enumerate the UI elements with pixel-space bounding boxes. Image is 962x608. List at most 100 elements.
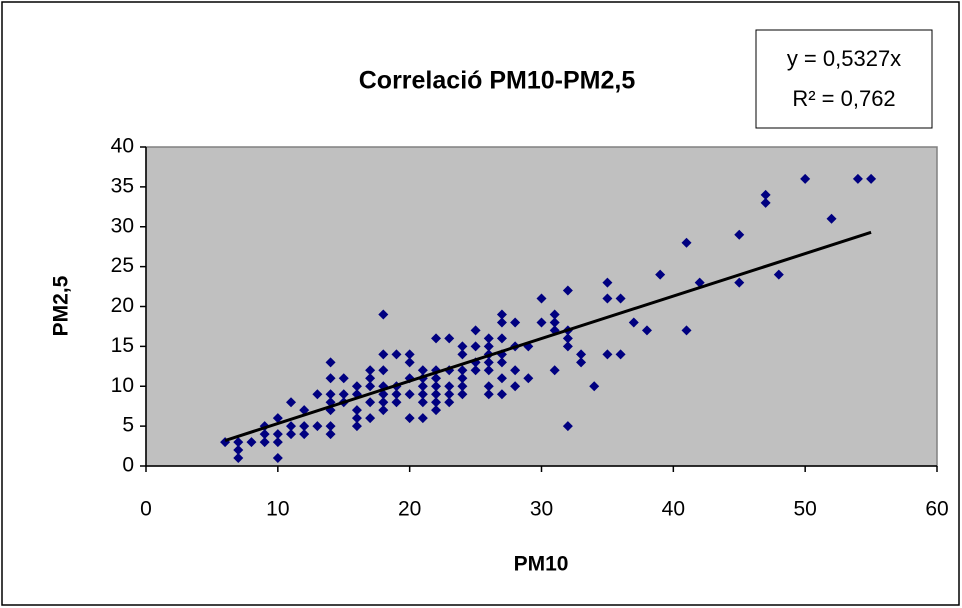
data-point: [444, 381, 455, 392]
data-point: [496, 373, 507, 384]
trendline: [224, 230, 872, 442]
data-point: [562, 285, 573, 296]
data-point: [734, 277, 745, 288]
data-point: [259, 429, 270, 440]
y-tick-label: 5: [122, 414, 134, 437]
data-point: [852, 173, 863, 184]
data-point: [602, 293, 613, 304]
data-point: [417, 381, 428, 392]
data-point: [325, 389, 336, 400]
data-point: [483, 357, 494, 368]
chart-title: Correlació PM10-PM2,5: [359, 67, 636, 95]
x-tick-label: 60: [925, 498, 948, 521]
data-point: [470, 341, 481, 352]
x-tick-label: 10: [266, 498, 289, 521]
data-point: [286, 429, 297, 440]
data-point: [576, 357, 587, 368]
x-tick-label: 50: [793, 498, 816, 521]
data-point: [549, 317, 560, 328]
data-point: [562, 421, 573, 432]
data-point: [299, 421, 310, 432]
x-tick-label: 30: [530, 498, 553, 521]
data-point: [286, 397, 297, 408]
data-point: [404, 413, 415, 424]
data-point: [325, 373, 336, 384]
data-point: [431, 381, 442, 392]
data-point: [272, 413, 283, 424]
data-point: [378, 309, 389, 320]
data-point: [549, 365, 560, 376]
x-axis-title: PM10: [514, 553, 569, 576]
data-point: [365, 381, 376, 392]
data-point: [470, 365, 481, 376]
data-point: [404, 389, 415, 400]
data-point: [562, 333, 573, 344]
data-point: [496, 389, 507, 400]
data-point: [694, 277, 705, 288]
data-point: [233, 437, 244, 448]
x-tick-label: 20: [398, 498, 421, 521]
data-point: [615, 349, 626, 360]
data-point: [628, 317, 639, 328]
equation-box: [755, 29, 933, 129]
data-point: [378, 405, 389, 416]
data-point: [391, 349, 402, 360]
data-point: [470, 325, 481, 336]
y-tick-label: 35: [111, 174, 134, 197]
y-tick-label: 30: [111, 214, 134, 237]
y-tick-label: 25: [111, 254, 134, 277]
data-point: [457, 365, 468, 376]
data-point: [496, 309, 507, 320]
data-point: [365, 365, 376, 376]
y-tick-label: 0: [122, 454, 134, 477]
data-point: [589, 381, 600, 392]
data-point: [378, 349, 389, 360]
data-point: [800, 173, 811, 184]
data-point: [431, 389, 442, 400]
data-point: [378, 397, 389, 408]
data-point: [549, 309, 560, 320]
data-point: [351, 421, 362, 432]
data-point: [641, 325, 652, 336]
y-axis-title: PM2,5: [50, 275, 73, 336]
data-point: [734, 229, 745, 240]
y-tick-label: 20: [111, 294, 134, 317]
data-point: [576, 349, 587, 360]
data-point: [325, 357, 336, 368]
data-point: [681, 237, 692, 248]
data-point: [760, 197, 771, 208]
data-point: [286, 421, 297, 432]
data-point: [457, 349, 468, 360]
data-point: [602, 277, 613, 288]
plot-area: [145, 146, 938, 467]
data-point: [325, 429, 336, 440]
data-point: [655, 269, 666, 280]
data-point: [351, 381, 362, 392]
y-tick-label: 15: [111, 334, 134, 357]
data-point: [259, 437, 270, 448]
data-point: [866, 173, 877, 184]
data-point: [562, 341, 573, 352]
data-point: [483, 381, 494, 392]
data-point: [378, 365, 389, 376]
data-point: [417, 389, 428, 400]
data-point: [325, 421, 336, 432]
data-point: [431, 405, 442, 416]
data-point: [365, 373, 376, 384]
data-point: [444, 333, 455, 344]
data-point: [272, 429, 283, 440]
data-point: [338, 373, 349, 384]
data-point: [496, 357, 507, 368]
data-point: [365, 413, 376, 424]
data-point: [457, 341, 468, 352]
data-point: [483, 341, 494, 352]
data-point: [431, 397, 442, 408]
data-point: [483, 333, 494, 344]
data-point: [536, 293, 547, 304]
data-point: [312, 421, 323, 432]
data-point: [523, 373, 534, 384]
data-point: [351, 413, 362, 424]
r-squared: R² = 0,762: [792, 86, 895, 111]
data-point: [365, 397, 376, 408]
data-point: [444, 389, 455, 400]
